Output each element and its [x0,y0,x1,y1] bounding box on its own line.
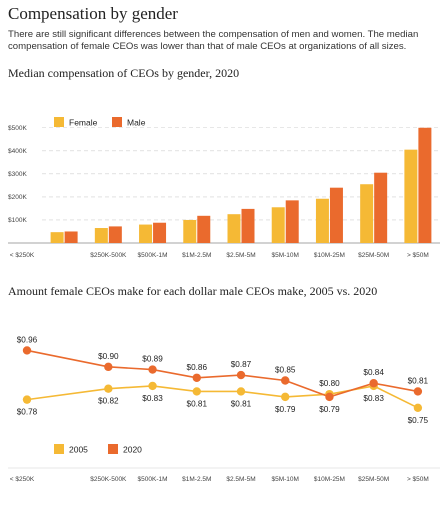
point-2005-1m-2-5m [192,387,201,396]
data-label-2020: $0.96 [17,335,38,344]
data-label-2020: $0.84 [363,368,384,377]
x-tick-label: $5M-10M [271,252,298,259]
bar-female-2-5m-5m [227,214,241,243]
bar-female-10m-25m [315,198,329,243]
legend-label-female: Female [69,118,98,128]
bar-male-500k-1m [153,222,167,243]
x-tick-label: < $250K [10,252,35,259]
data-label-2020: $0.87 [231,360,252,369]
point-2020-10m-25m [325,392,334,402]
x-tick-label: $1M-2.5M [182,252,211,259]
point-2005-250k [22,395,32,404]
x-tick-label: $2.5M-5M [226,252,255,259]
bar-male-50m [418,127,432,243]
data-label-2005: $0.83 [363,394,384,403]
x-tick-label: $2.5M-5M [226,476,255,483]
bar-female-5m-10m [271,207,285,243]
point-2020-50m [413,387,423,396]
x-tick-label: > $50M [407,476,429,483]
data-label-2005: $0.79 [275,405,296,414]
y-tick-label: $400K [8,148,27,155]
data-label-2005: $0.81 [187,399,208,408]
data-label-2020: $0.86 [187,363,208,372]
bar-male-2-5m-5m [241,208,255,243]
x-tick-label: $500K-1M [138,476,168,483]
series-line-2005 [26,385,419,409]
x-tick-label: $250K-500K [90,252,127,259]
x-tick-label: $25M-50M [358,252,389,259]
bar-female-250k [50,232,64,243]
x-tick-label: < $250K [10,476,35,483]
point-2020-250k-500k [104,362,113,372]
bar-female-250k-500k [94,228,108,243]
series-line-2020 [26,349,419,398]
bar-male-25m-50m [374,172,388,243]
legend-swatch-2005 [54,444,64,454]
data-label-2020: $0.85 [275,366,296,375]
x-tick-label: > $50M [407,252,429,259]
y-tick-label: $100K [8,217,27,224]
point-2005-500k-1m [148,381,157,391]
data-label-2020: $0.90 [98,352,119,361]
data-label-2005: $0.80 [319,379,340,388]
point-2005-50m [413,403,423,413]
bar-female-1m-2-5m [183,219,197,243]
legend-label-male: Male [127,118,146,128]
data-label-2005: $0.82 [98,397,119,406]
legend-swatch-2020 [108,444,118,454]
page-description: There are still significant differences … [8,29,419,52]
data-label-2020: $0.81 [408,376,429,385]
data-label-2005: $0.83 [142,394,163,403]
point-2020-5m-10m [281,376,290,385]
legend-swatch-male [112,117,122,127]
bar-female-500k-1m [139,224,153,243]
bar-male-250k-500k [108,226,122,243]
x-tick-label: $1M-2.5M [182,476,211,483]
point-2020-1m-2-5m [192,373,201,382]
bar-male-5m-10m [285,200,299,243]
bar-chart-title: Median compensation of CEOs by gender, 2… [8,66,240,80]
point-2020-500k-1m [148,365,157,374]
data-label-2020: $0.89 [142,355,163,364]
bar-female-50m [404,149,418,243]
point-2020-2-5m-5m [236,370,246,380]
data-label-2005: $0.81 [231,399,252,408]
data-label-2005: $0.78 [17,408,38,417]
y-tick-label: $300K [8,171,27,178]
y-tick-label: $500K [8,125,27,132]
point-2005-5m-10m [281,392,290,402]
bar-female-25m-50m [360,184,374,243]
point-2020-25m-50m [369,379,378,388]
bar-chart: $100K $200K $300K $400K $500K < $250K $250K-50… [8,117,440,259]
y-tick-label: $200K [8,194,27,201]
point-2020-250k [22,346,32,355]
data-label-2005: $0.75 [408,416,429,425]
point-2005-2-5m-5m [236,387,246,396]
legend-label-2005: 2005 [69,445,88,455]
page-title: Compensation by gender [8,4,178,23]
point-2005-250k-500k [104,384,113,393]
line-chart-title: Amount female CEOs make for each dollar … [8,284,378,298]
x-tick-label: $10M-25M [314,476,345,483]
x-tick-label: $25M-50M [358,476,389,483]
data-label-2020: $0.79 [319,405,340,414]
legend-swatch-female [54,117,64,127]
x-tick-label: $10M-25M [314,252,345,259]
bar-male-250k [64,231,78,243]
x-tick-label: $5M-10M [271,476,298,483]
bar-male-1m-2-5m [197,215,211,243]
x-tick-label: $250K-500K [90,476,127,483]
x-tick-label: $500K-1M [138,252,168,259]
legend-label-2020: 2020 [123,445,142,455]
bar-male-10m-25m [329,187,343,243]
